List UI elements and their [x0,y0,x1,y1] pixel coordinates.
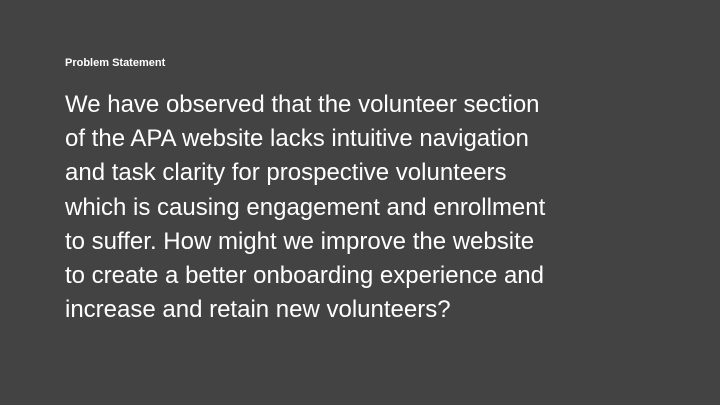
problem-statement-text: We have observed that the volunteer sect… [65,88,645,327]
statement-line: increase and retain new volunteers? [65,296,451,324]
statement-line: We have observed that the volunteer sect… [65,91,540,118]
statement-line: of the APA website lacks intuitive navig… [65,125,529,153]
statement-line: which is causing engagement and enrollme… [65,193,546,221]
statement-line: to create a better onboarding experience… [65,262,545,290]
section-label: Problem Statement [65,57,166,69]
statement-line: and task clarity for prospective volunte… [65,159,507,187]
statement-line: to suffer. How might we improve the webs… [65,227,535,255]
